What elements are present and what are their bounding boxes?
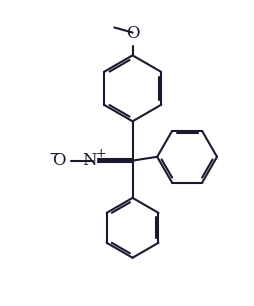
Text: O: O xyxy=(125,25,139,42)
Text: N: N xyxy=(81,152,96,169)
Text: O: O xyxy=(52,152,65,169)
Text: −: − xyxy=(49,147,60,161)
Text: +: + xyxy=(95,147,105,160)
